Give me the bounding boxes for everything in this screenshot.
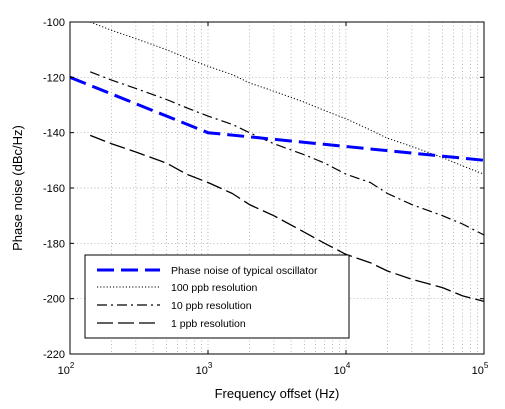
y-tick-label: -220: [43, 349, 65, 361]
legend-label-10ppb: 10 ppb resolution: [171, 300, 252, 312]
series-line-3: [89, 134, 485, 303]
legend: Phase noise of typical oscillator 100 pp…: [84, 254, 350, 339]
y-tick-label: -120: [43, 72, 65, 84]
y-tick-label: -100: [43, 17, 65, 29]
series-line-0: [69, 75, 485, 162]
y-axis-label: Phase noise (dBc/Hz): [10, 125, 25, 251]
y-tick-label: -180: [43, 238, 65, 250]
legend-label-typical-oscillator: Phase noise of typical oscillator: [171, 265, 318, 277]
y-tick-label: -160: [43, 183, 65, 195]
x-tick-exponent: 3: [208, 361, 213, 370]
x-tick-exponent: 4: [346, 361, 351, 370]
x-axis-label: Frequency offset (Hz): [215, 386, 340, 401]
series-line-2: [89, 71, 485, 236]
y-tick-label: -200: [43, 294, 65, 306]
legend-label-100ppb: 100 ppb resolution: [171, 282, 258, 294]
x-tick-exponent: 2: [70, 361, 75, 370]
legend-label-1ppb: 1 ppb resolution: [171, 318, 246, 330]
x-tick-exponent: 5: [484, 361, 489, 370]
plot-series: [69, 21, 485, 303]
y-tick-label: -140: [43, 128, 65, 140]
